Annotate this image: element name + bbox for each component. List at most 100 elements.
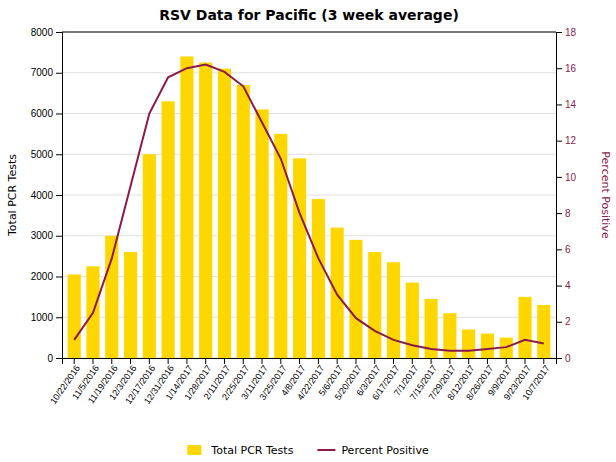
tick-mark: [111, 358, 112, 364]
tick-mark: [168, 358, 169, 364]
legend-swatch: [317, 449, 335, 451]
tick: 10/7/2017: [521, 358, 552, 402]
tick-mark: [556, 249, 562, 250]
legend-item: Percent Positive: [317, 444, 429, 457]
x-axis: 10/22/201611/5/201611/19/201612/3/201612…: [48, 358, 556, 406]
plot-area: 10/22/201611/5/201611/19/201612/3/201612…: [31, 27, 577, 406]
grid-line: [62, 113, 556, 114]
tick-mark: [262, 358, 263, 364]
bar: [293, 158, 306, 358]
tick: 8: [556, 208, 571, 219]
tick-mark: [525, 358, 526, 364]
tick-mark: [56, 114, 62, 115]
tick-mark: [556, 32, 562, 33]
tick-label: 6000: [31, 108, 54, 119]
tick-mark: [56, 73, 62, 74]
tick-mark: [56, 277, 62, 278]
bar: [237, 85, 250, 358]
tick: 3000: [31, 230, 62, 241]
legend-label: Percent Positive: [341, 444, 429, 457]
bar: [387, 262, 400, 358]
tick-mark: [337, 358, 338, 364]
legend-item: Total PCR Tests: [187, 444, 293, 457]
line: [74, 65, 544, 351]
tick-mark: [186, 358, 187, 364]
legend-label: Total PCR Tests: [210, 444, 293, 457]
bar: [462, 329, 475, 358]
tick: 2: [556, 316, 571, 327]
tick-mark: [280, 358, 281, 364]
bar: [368, 252, 381, 358]
tick-mark: [556, 286, 562, 287]
tick-mark: [56, 317, 62, 318]
tick: 14: [556, 99, 577, 110]
axis-line: [63, 359, 557, 365]
tick-label: 4000: [31, 190, 54, 201]
tick-mark: [556, 213, 562, 214]
tick-mark: [556, 358, 562, 359]
grid-line: [62, 32, 556, 33]
tick-mark: [318, 358, 319, 364]
tick: 5000: [31, 149, 62, 160]
legend-swatch: [187, 445, 201, 455]
y-axis: 010002000300040005000600070008000: [31, 27, 63, 364]
bar: [255, 109, 268, 358]
tick-mark: [487, 358, 488, 364]
tick-mark: [56, 154, 62, 155]
tick-label: 14: [565, 99, 577, 110]
bar: [349, 240, 362, 358]
title: RSV Data for Pacific (3 week average): [159, 7, 459, 23]
y2-axis-title: Percent Positive: [599, 151, 612, 239]
frame: [62, 32, 556, 33]
tick-mark: [556, 177, 562, 178]
tick-mark: [556, 322, 562, 323]
bar: [162, 101, 175, 358]
tick: 0: [47, 353, 62, 364]
tick: 10: [556, 172, 577, 183]
tick-mark: [374, 358, 375, 364]
tick-label: 1000: [31, 312, 54, 323]
tick-mark: [355, 358, 356, 364]
tick-mark: [205, 358, 206, 364]
grid-line: [62, 72, 556, 73]
bar: [68, 274, 81, 358]
tick-label: 18: [565, 27, 577, 38]
tick: 8000: [31, 27, 62, 38]
y-axis-title: Total PCR Tests: [6, 154, 19, 237]
tick-label: 10/7/2017: [521, 363, 552, 402]
tick-label: 5000: [31, 149, 54, 160]
tick-label: 12: [565, 135, 577, 146]
bar: [180, 56, 193, 358]
tick-mark: [130, 358, 131, 364]
tick-label: 10: [565, 172, 577, 183]
chart: 10/22/201611/5/201611/19/201612/3/201612…: [0, 0, 616, 462]
tick: 4000: [31, 190, 62, 201]
tick-label: 16: [565, 63, 577, 74]
bar: [312, 199, 325, 358]
tick-mark: [468, 358, 469, 364]
bar: [143, 154, 156, 358]
y2-axis: 024681012141618: [556, 27, 577, 364]
tick-mark: [56, 236, 62, 237]
tick-label: 8: [565, 208, 571, 219]
tick: 18: [556, 27, 577, 38]
tick-mark: [56, 195, 62, 196]
tick-label: 2000: [31, 271, 54, 282]
tick-mark: [56, 32, 62, 33]
bar: [274, 134, 287, 358]
tick-mark: [543, 358, 544, 364]
axis-line: [557, 33, 563, 359]
bar: [124, 252, 137, 358]
marks: [68, 56, 551, 358]
tick-mark: [393, 358, 394, 364]
grid-line: [62, 195, 556, 196]
bar-series: [68, 56, 551, 358]
bar: [105, 236, 118, 358]
tick: 2000: [31, 271, 62, 282]
legend: Total PCR Tests Percent Positive: [187, 444, 429, 457]
tick: 6000: [31, 108, 62, 119]
grid-line: [62, 154, 556, 155]
tick-mark: [556, 141, 562, 142]
tick-mark: [149, 358, 150, 364]
tick-label: 2: [565, 316, 571, 327]
